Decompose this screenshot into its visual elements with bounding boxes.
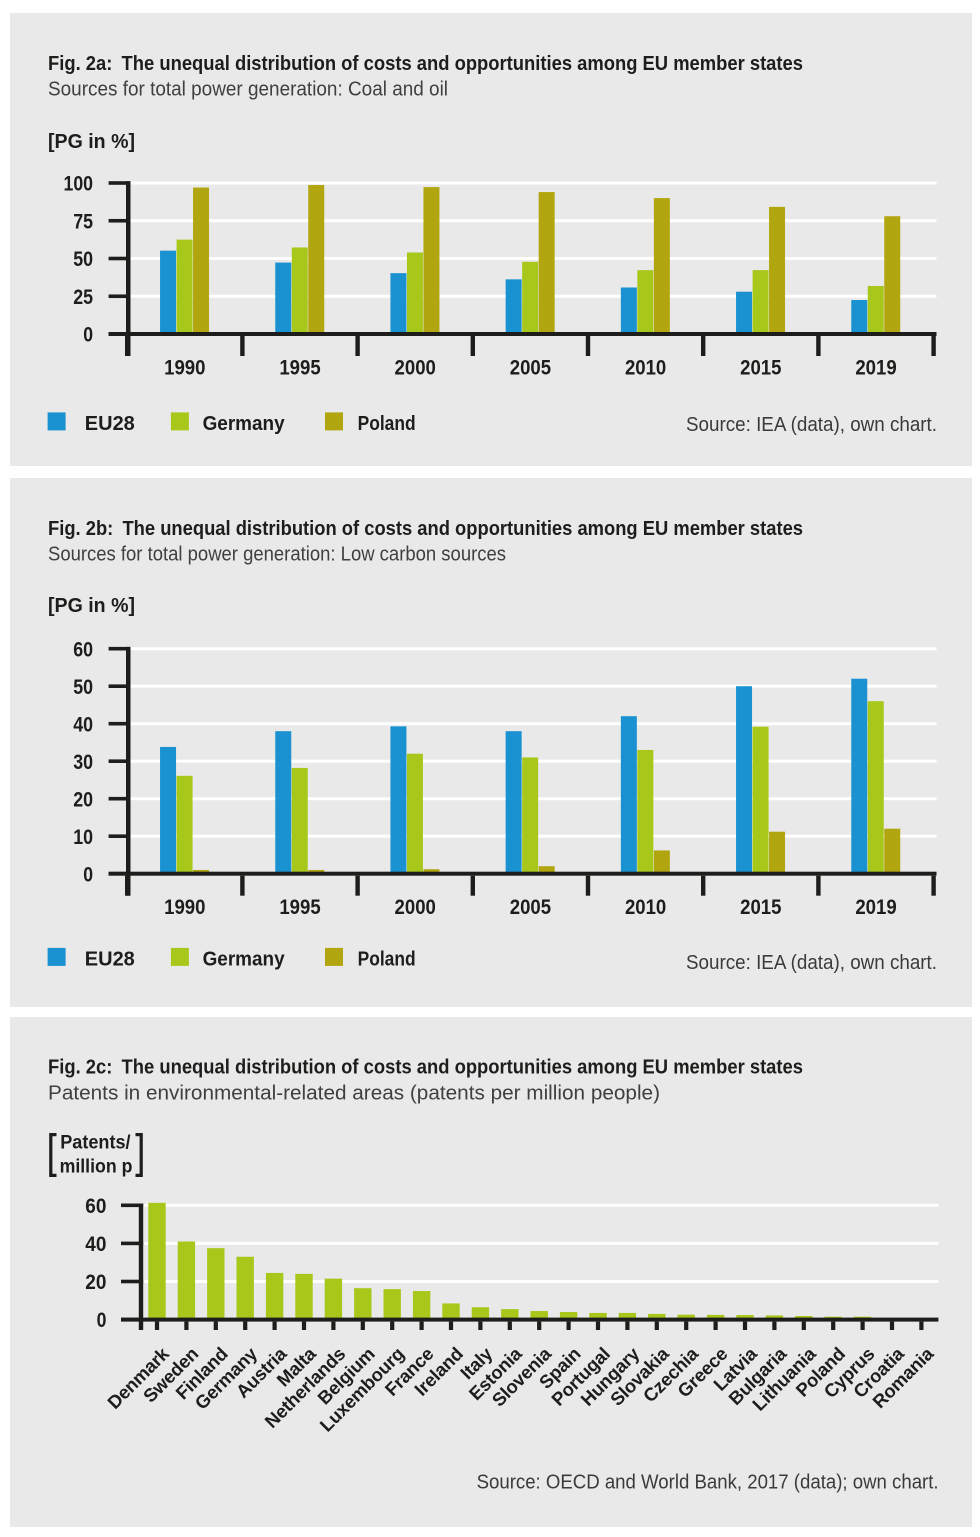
- svg-text:20: 20: [85, 1271, 106, 1294]
- svg-text:50: 50: [73, 676, 93, 699]
- svg-text:60: 60: [85, 1195, 106, 1218]
- svg-text:Source: OECD and World Bank, 2: Source: OECD and World Bank, 2017 (data)…: [477, 1472, 939, 1494]
- svg-text:2000: 2000: [395, 357, 436, 380]
- svg-text:0: 0: [83, 863, 93, 886]
- svg-text:Poland: Poland: [358, 949, 416, 971]
- svg-text:1995: 1995: [279, 896, 321, 919]
- svg-text:million p: million p: [60, 1157, 133, 1178]
- svg-text:20: 20: [73, 788, 93, 811]
- svg-text:30: 30: [73, 751, 93, 774]
- svg-text:25: 25: [73, 286, 93, 309]
- svg-text:2005: 2005: [510, 357, 552, 380]
- svg-text:[PG in %]: [PG in %]: [48, 595, 135, 617]
- svg-text:1990: 1990: [164, 896, 205, 919]
- svg-text:2010: 2010: [625, 896, 666, 919]
- svg-text:2005: 2005: [510, 896, 552, 919]
- svg-text:Source: IEA (data), own chart.: Source: IEA (data), own chart.: [686, 414, 937, 436]
- svg-text:Poland: Poland: [358, 413, 416, 435]
- svg-text:2000: 2000: [395, 896, 436, 919]
- svg-text:75: 75: [73, 210, 93, 233]
- svg-text:Patents in environmental-relat: Patents in environmental-related areas (…: [48, 1083, 660, 1105]
- svg-text:Patents/: Patents/: [60, 1132, 131, 1153]
- svg-text:40: 40: [73, 713, 93, 736]
- svg-text:2019: 2019: [855, 896, 896, 919]
- svg-text:2010: 2010: [625, 357, 666, 380]
- svg-text:Germany: Germany: [203, 413, 286, 435]
- svg-text:40: 40: [85, 1233, 106, 1256]
- svg-text:1990: 1990: [164, 357, 205, 380]
- svg-text:0: 0: [97, 1309, 107, 1332]
- svg-text:Fig. 2b: The unequal distribut: Fig. 2b: The unequal distribution of cos…: [48, 518, 803, 540]
- svg-text:2015: 2015: [740, 896, 782, 919]
- svg-text:60: 60: [73, 638, 93, 661]
- svg-text:[PG in %]: [PG in %]: [48, 131, 135, 153]
- svg-text:Germany: Germany: [203, 949, 286, 971]
- svg-text:2019: 2019: [855, 357, 896, 380]
- svg-text:EU28: EU28: [85, 413, 135, 435]
- svg-text:100: 100: [64, 173, 94, 196]
- svg-text:Sources for total power genera: Sources for total power generation: Coal…: [48, 78, 448, 100]
- svg-text:Fig. 2a: The unequal distribut: Fig. 2a: The unequal distribution of cos…: [48, 53, 803, 75]
- svg-text:Fig. 2c: The unequal distribut: Fig. 2c: The unequal distribution of cos…: [48, 1057, 803, 1079]
- svg-text:Sources for total power genera: Sources for total power generation: Low …: [48, 543, 506, 565]
- svg-text:1995: 1995: [279, 357, 321, 380]
- svg-text:10: 10: [73, 826, 93, 849]
- svg-text:0: 0: [83, 324, 93, 347]
- svg-text:50: 50: [73, 248, 93, 271]
- svg-text:Source: IEA (data), own chart.: Source: IEA (data), own chart.: [686, 952, 937, 974]
- svg-text:2015: 2015: [740, 357, 782, 380]
- svg-text:EU28: EU28: [85, 949, 135, 971]
